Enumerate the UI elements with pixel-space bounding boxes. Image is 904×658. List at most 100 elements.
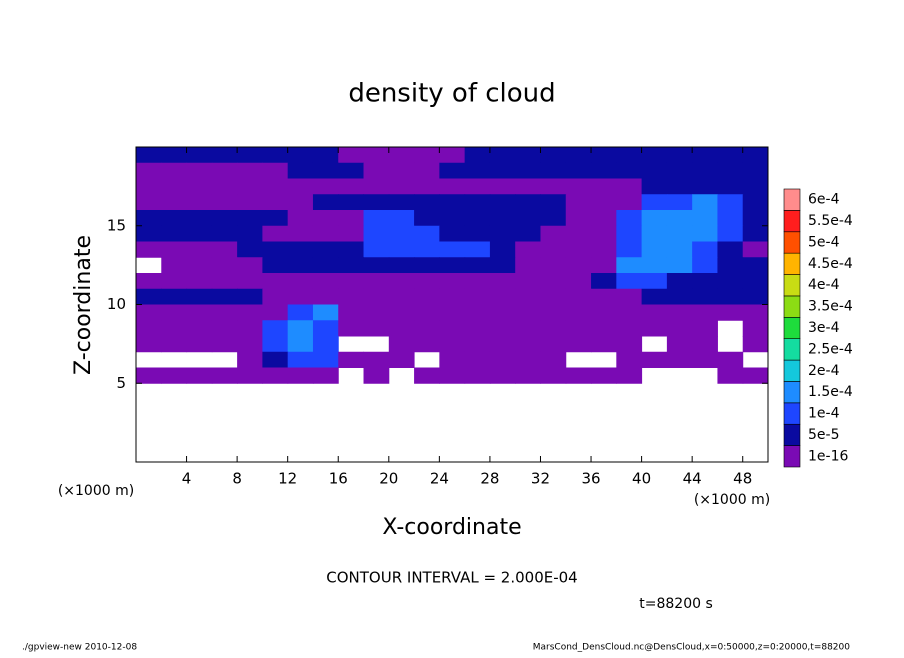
contour-cell: [464, 210, 491, 227]
contour-interval: CONTOUR INTERVAL = 2.000E-04: [326, 569, 577, 587]
contour-cell: [515, 194, 541, 211]
x-tick-label: 4: [182, 470, 192, 488]
contour-cell: [338, 273, 365, 290]
contour-cell: [439, 257, 466, 274]
contour-cell: [287, 194, 314, 211]
contour-cell: [489, 336, 516, 353]
contour-cell: [237, 225, 263, 242]
colorbar-box: [783, 188, 801, 211]
contour-cell: [262, 194, 289, 211]
contour-cell: [186, 210, 213, 227]
contour-cell: [363, 304, 390, 321]
x-tick-label: 16: [329, 470, 348, 488]
contour-cell: [717, 351, 744, 368]
contour-cell: [262, 351, 289, 368]
contour-cell: [161, 320, 188, 337]
contour-cell: [489, 273, 516, 290]
contour-cell: [439, 351, 466, 368]
contour-cell: [363, 241, 390, 258]
contour-cell: [237, 257, 263, 274]
contour-cell: [186, 147, 213, 164]
contour-cell: [565, 336, 592, 353]
colorbar-label: 1e-4: [808, 406, 840, 422]
contour-cell: [338, 178, 365, 195]
contour-cell: [641, 225, 668, 242]
contour-cell: [186, 178, 213, 195]
contour-cell: [515, 320, 541, 337]
contour-cell: [161, 273, 188, 290]
contour-cell: [565, 304, 592, 321]
contour-cell: [591, 304, 617, 321]
contour-cell: [742, 257, 769, 274]
contour-cell: [515, 304, 541, 321]
contour-cell: [692, 241, 718, 258]
contour-cell: [262, 178, 289, 195]
contour-cell: [211, 162, 238, 179]
contour-cell: [312, 178, 339, 195]
contour-cell: [515, 241, 541, 258]
contour-cell: [692, 194, 718, 211]
x-tick-label: 32: [531, 470, 550, 488]
contour-cell: [565, 288, 592, 305]
contour-cell: [414, 194, 440, 211]
contour-cell: [540, 320, 567, 337]
contour-cell: [262, 147, 289, 164]
contour-cell: [565, 162, 592, 179]
contour-cell: [591, 162, 617, 179]
contour-cell: [439, 210, 466, 227]
contour-cell: [616, 147, 643, 164]
contour-cell: [616, 241, 643, 258]
contour-cell: [464, 288, 491, 305]
contour-cell: [717, 225, 744, 242]
contour-cell: [641, 147, 668, 164]
contour-cell: [161, 210, 188, 227]
contour-cell: [136, 241, 162, 258]
contour-cell: [161, 241, 188, 258]
contour-cell: [237, 304, 263, 321]
contour-cell: [540, 225, 567, 242]
contour-cell: [186, 225, 213, 242]
contour-cell: [237, 320, 263, 337]
contour-cell: [489, 241, 516, 258]
colorbar-box: [783, 231, 801, 254]
contour-cell: [136, 288, 162, 305]
contour-cell: [742, 336, 769, 353]
contour-cell: [338, 304, 365, 321]
x-tick-label: 12: [278, 470, 297, 488]
contour-cell: [414, 304, 440, 321]
contour-cell: [414, 162, 440, 179]
contour-cell: [616, 194, 643, 211]
colorbar-label: 1e-16: [808, 448, 848, 464]
colorbar-label: 4.5e-4: [808, 256, 853, 272]
contour-cell: [237, 351, 263, 368]
contour-cell: [161, 304, 188, 321]
contour-cell: [666, 210, 693, 227]
contour-cell: [565, 367, 592, 384]
contour-cell: [591, 320, 617, 337]
contour-cell: [616, 367, 643, 384]
contour-cell: [262, 288, 289, 305]
contour-cell: [161, 162, 188, 179]
contour-cell: [211, 241, 238, 258]
contour-cell: [742, 304, 769, 321]
contour-cell: [641, 288, 668, 305]
contour-cell: [363, 225, 390, 242]
contour-cell: [414, 273, 440, 290]
contour-cell: [287, 178, 314, 195]
footer-left: ./gpview-new 2010-12-08: [22, 643, 137, 653]
contour-cell: [237, 162, 263, 179]
contour-cell: [591, 178, 617, 195]
contour-cell: [186, 336, 213, 353]
contour-cell: [540, 351, 567, 368]
x-tick-label: 20: [379, 470, 398, 488]
x-tick-label: 40: [632, 470, 651, 488]
contour-cell: [312, 147, 339, 164]
contour-cell: [616, 210, 643, 227]
contour-cell: [287, 147, 314, 164]
colorbar-label: 3.5e-4: [808, 299, 853, 315]
x-tick-label: 28: [480, 470, 499, 488]
contour-cell: [464, 273, 491, 290]
contour-cell: [237, 288, 263, 305]
contour-cell: [439, 367, 466, 384]
